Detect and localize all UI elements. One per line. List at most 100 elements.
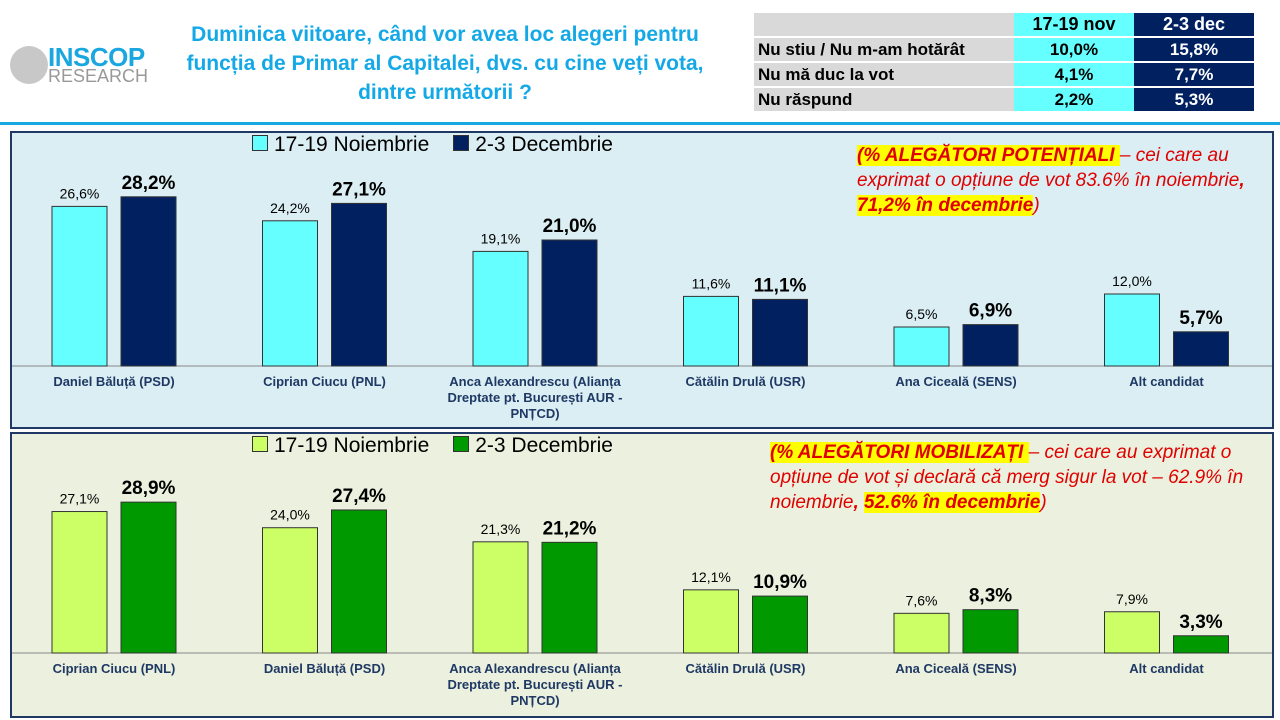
- bar-dec: [752, 595, 808, 654]
- legend-label: 17-19 Noiembrie: [274, 133, 430, 156]
- inscop-logo: INSCOP RESEARCH: [10, 42, 160, 87]
- legend-item-nov: 17-19 Noiembrie: [252, 434, 429, 458]
- bar-dec: [331, 202, 387, 367]
- data-label: 27,1%: [60, 491, 100, 507]
- note-text: ,: [853, 492, 864, 513]
- row-label: Nu răspund: [754, 87, 1014, 113]
- cell: 4,1%: [1014, 62, 1134, 88]
- data-label: 21,0%: [543, 216, 597, 237]
- cell: 10,0%: [1014, 37, 1134, 63]
- category-label: Ana Ciceală (SENS): [895, 374, 1016, 389]
- data-label: 6,5%: [906, 306, 938, 322]
- data-label: 26,6%: [60, 185, 100, 201]
- data-label: 28,9%: [122, 478, 176, 499]
- data-label: 8,3%: [969, 586, 1012, 607]
- category-label: Daniel Băluță (PSD): [53, 374, 174, 389]
- data-label: 10,9%: [753, 572, 807, 593]
- bar-dec: [1173, 331, 1229, 367]
- summary-table: 17-19 nov 2-3 dec Nu stiu / Nu m-am hotăr…: [754, 13, 1254, 113]
- cell: 5,3%: [1134, 87, 1254, 113]
- note-text: ): [1040, 492, 1047, 513]
- data-label: 27,1%: [332, 179, 386, 200]
- divider: [0, 122, 1280, 125]
- legend: 17-19 Noiembrie 2-3 Decembrie: [252, 133, 613, 157]
- cell: 2,2%: [1014, 87, 1134, 113]
- bar-dec: [120, 196, 177, 367]
- data-label: 6,9%: [969, 301, 1012, 322]
- bar-dec: [752, 298, 808, 367]
- bar-nov: [1104, 611, 1160, 654]
- data-label: 28,2%: [122, 173, 176, 194]
- data-label: 11,6%: [692, 275, 731, 291]
- bar-dec: [962, 609, 1019, 654]
- note-highlight: (% ALEGĂTORI MOBILIZAȚI: [770, 442, 1029, 463]
- legend-item-nov: 17-19 Noiembrie: [252, 133, 429, 157]
- data-label: 24,0%: [270, 507, 310, 523]
- chart-potential-voters: 17-19 Noiembrie 2-3 Decembrie (% ALEGĂTO…: [10, 131, 1274, 429]
- data-label: 12,0%: [1112, 273, 1152, 289]
- category-label: Ana Ciceală (SENS): [895, 661, 1016, 676]
- note-text: – cei care au exprimat o opțiune de vot …: [857, 145, 1240, 191]
- category-label: Alt candidat: [1129, 661, 1204, 676]
- col-dec: 2-3 dec: [1134, 13, 1254, 38]
- row-label: Nu stiu / Nu m-am hotărât: [754, 37, 1014, 63]
- category-label: Daniel Băluță (PSD): [264, 661, 385, 676]
- category-label: Alt candidat: [1129, 374, 1204, 389]
- legend-label: 2-3 Decembrie: [475, 133, 613, 156]
- bar-nov: [262, 527, 318, 654]
- bar-nov: [51, 511, 108, 654]
- note-text: ): [1033, 195, 1040, 216]
- bar-nov: [472, 250, 529, 367]
- logo-text: INSCOP: [48, 42, 145, 72]
- cell: 15,8%: [1134, 37, 1254, 63]
- legend-label: 17-19 Noiembrie: [274, 434, 430, 457]
- data-label: 21,3%: [481, 521, 521, 537]
- data-label: 3,3%: [1179, 612, 1222, 633]
- data-label: 21,2%: [543, 518, 597, 539]
- data-label: 24,2%: [270, 200, 310, 216]
- note-text: ,: [1239, 170, 1245, 191]
- category-label: Dreptate pt. București AUR -: [447, 677, 622, 692]
- category-label: Cătălin Drulă (USR): [686, 374, 806, 389]
- row-label: Nu mă duc la vot: [754, 62, 1014, 88]
- category-label: Anca Alexandrescu (Alianța: [449, 374, 621, 389]
- bar-dec: [541, 239, 598, 367]
- bar-dec: [541, 541, 598, 654]
- data-label: 5,7%: [1179, 308, 1222, 329]
- data-label: 19,1%: [481, 230, 521, 246]
- bar-dec: [962, 324, 1019, 367]
- note-potential: (% ALEGĂTORI POTENȚIALI – cei care au ex…: [857, 143, 1257, 218]
- legend: 17-19 Noiembrie 2-3 Decembrie: [252, 434, 613, 458]
- col-nov: 17-19 nov: [1014, 13, 1134, 38]
- bar-nov: [683, 295, 739, 367]
- category-label: PNȚCD): [510, 693, 559, 708]
- legend-label: 2-3 Decembrie: [475, 434, 613, 457]
- bar-dec: [331, 509, 387, 654]
- data-label: 12,1%: [691, 569, 731, 585]
- bar-nov: [1104, 293, 1160, 367]
- note-mobilized: (% ALEGĂTORI MOBILIZAȚI – cei care au ex…: [770, 440, 1270, 515]
- data-label: 27,4%: [332, 486, 386, 507]
- bar-dec: [120, 501, 177, 654]
- bar-nov: [683, 589, 739, 654]
- bar-nov: [262, 220, 318, 367]
- note-text: – cei care au exprimat o opțiune de vot …: [770, 442, 1244, 513]
- bar-chart: 27,1% 28,9% Ciprian Ciucu (PNL) 24,0% 27,4% D…: [12, 478, 1272, 708]
- bar-chart: 26,6% 28,2% Daniel Băluță (PSD) 24,2% 27,1% C…: [12, 173, 1272, 421]
- data-label: 7,9%: [1116, 591, 1148, 607]
- category-label: PNȚCD): [510, 406, 559, 421]
- category-label: Cătălin Drulă (USR): [686, 661, 806, 676]
- logo-subtext: RESEARCH: [48, 66, 149, 86]
- category-label: Anca Alexandrescu (Alianța: [449, 661, 621, 676]
- cell: 7,7%: [1134, 62, 1254, 88]
- category-label: Ciprian Ciucu (PNL): [53, 661, 176, 676]
- bar-nov: [893, 326, 950, 367]
- category-label: Dreptate pt. București AUR -: [447, 390, 622, 405]
- bar-nov: [893, 612, 950, 654]
- bar-nov: [472, 541, 529, 654]
- data-label: 11,1%: [754, 275, 807, 296]
- legend-item-dec: 2-3 Decembrie: [453, 133, 613, 157]
- note-highlight: (% ALEGĂTORI POTENȚIALI: [857, 145, 1120, 166]
- logo-circle-icon: [10, 46, 48, 84]
- category-label: Ciprian Ciucu (PNL): [263, 374, 386, 389]
